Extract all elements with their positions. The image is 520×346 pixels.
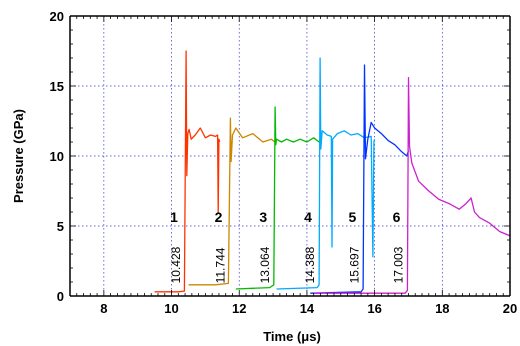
y-tick-label: 10 xyxy=(50,149,64,164)
series-2-time-label: 11.744 xyxy=(214,247,228,283)
series-4-number-label: 4 xyxy=(304,209,312,225)
series-6-number-label: 6 xyxy=(393,209,401,225)
series-3-line xyxy=(235,106,322,290)
x-tick-label: 16 xyxy=(367,301,381,316)
series-1-time-label: 10.428 xyxy=(169,246,183,283)
x-tick-label: 10 xyxy=(164,301,178,316)
series-5-line xyxy=(310,64,410,294)
series-3-time-label: 13.064 xyxy=(258,246,272,283)
axis-layer xyxy=(69,15,511,297)
series-5-time-label: 15.697 xyxy=(347,246,361,283)
series-3-number-label: 3 xyxy=(259,209,267,225)
series-1-number-label: 1 xyxy=(170,209,178,225)
trace-layer xyxy=(154,50,511,294)
series-5-number-label: 5 xyxy=(348,209,356,225)
series-6-time-label: 17.003 xyxy=(392,246,406,283)
series-1-line xyxy=(154,50,221,293)
y-tick-label: 20 xyxy=(50,9,64,24)
series-4-time-label: 14.388 xyxy=(303,246,317,283)
label-layer: 8 10 12 14 16 18 20 0 5 10 15 20 1 10.428 2 11.744 3 13.0… xyxy=(50,9,518,316)
series-2-line xyxy=(188,117,276,286)
series-2-number-label: 2 xyxy=(215,209,223,225)
x-tick-label: 18 xyxy=(435,301,449,316)
y-tick-label: 15 xyxy=(50,79,64,94)
series-4-line xyxy=(276,57,376,290)
x-tick-label: 14 xyxy=(300,301,315,316)
series-6-line xyxy=(313,76,511,294)
y-tick-label: 0 xyxy=(57,289,64,304)
x-axis-label: Time (μs) xyxy=(263,329,321,344)
grid-layer xyxy=(70,16,510,296)
x-tick-label: 20 xyxy=(503,301,517,316)
x-tick-label: 8 xyxy=(100,301,107,316)
y-axis-label: Pressure (GPa) xyxy=(11,109,26,203)
x-tick-label: 12 xyxy=(232,301,246,316)
y-tick-label: 5 xyxy=(57,219,64,234)
